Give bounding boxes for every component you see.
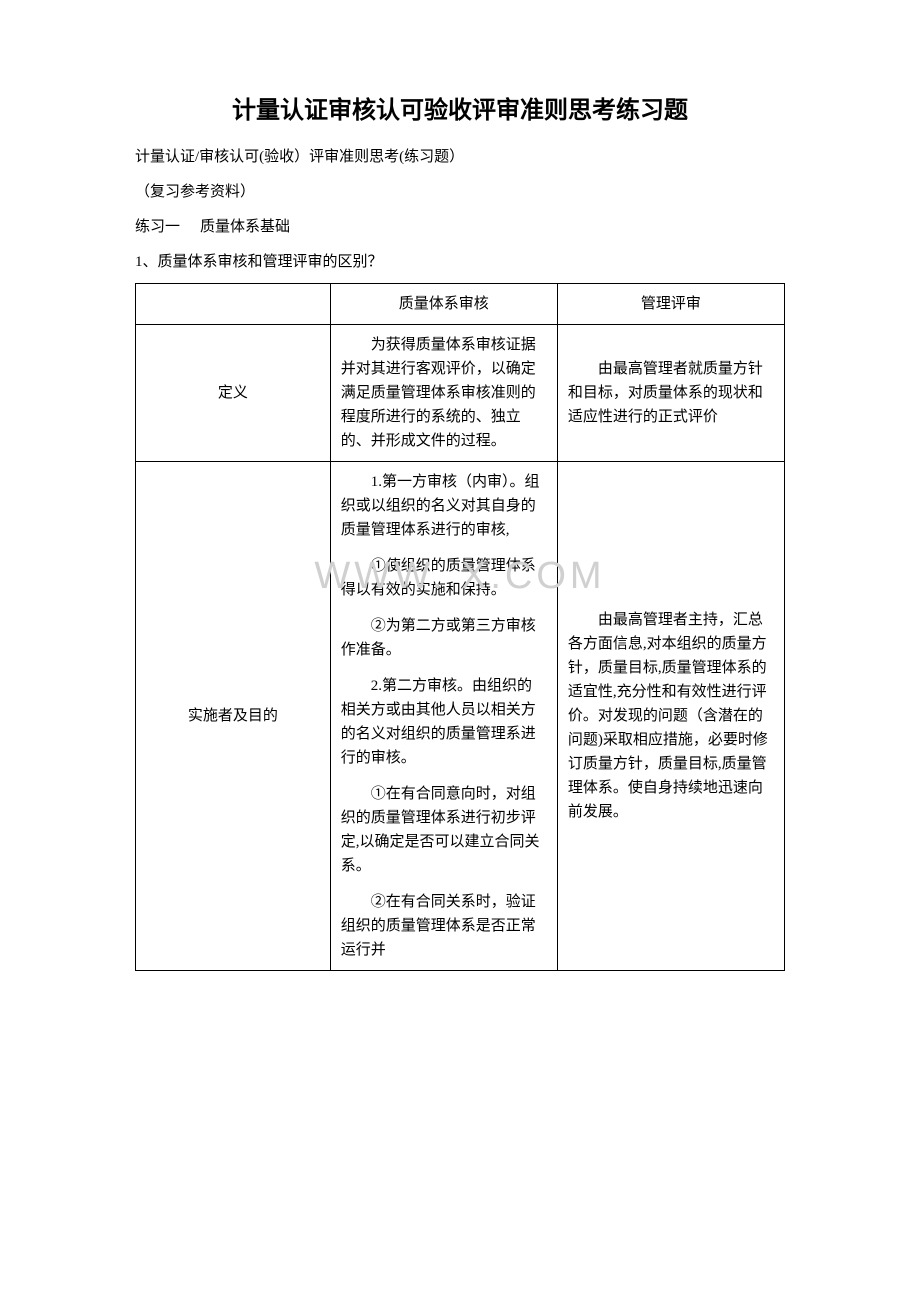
definition-review-text: 由最高管理者就质量方针和目标，对质量体系的现状和适应性进行的正式评价 <box>568 357 774 429</box>
exercise-name: 质量体系基础 <box>200 219 290 235</box>
implementer-audit-p2: ①使组织的质量管理体系得以有效的实施和保持。 <box>341 554 547 602</box>
table-container: WWW. X.COM 质量体系审核 管理评审 定义 为获得质量体系审核证据并对其… <box>135 283 785 971</box>
header-cell-review: 管理评审 <box>557 284 784 325</box>
comparison-table: 质量体系审核 管理评审 定义 为获得质量体系审核证据并对其进行客观评价，以确定满… <box>135 283 785 971</box>
subtitle-text: 计量认证/审核认可(验收）评审准则思考(练习题） <box>135 145 785 166</box>
reference-text: （复习参考资料） <box>135 180 785 201</box>
header-cell-audit: 质量体系审核 <box>330 284 557 325</box>
implementer-audit-p6: ②在有合同关系时，验证组织的质量管理体系是否正常运行并 <box>341 890 547 962</box>
definition-label: 定义 <box>136 325 331 462</box>
definition-audit: 为获得质量体系审核证据并对其进行客观评价，以确定满足质量管理体系审核准则的程度所… <box>330 325 557 462</box>
implementer-audit-p5: ①在有合同意向时，对组织的质量管理体系进行初步评定,以确定是否可以建立合同关系。 <box>341 782 547 878</box>
header-cell-empty <box>136 284 331 325</box>
implementer-label: 实施者及目的 <box>136 462 331 971</box>
exercise-label: 练习一 <box>135 219 180 235</box>
implementer-audit-p1: 1.第一方审核（内审）。组织或以组织的名义对其自身的质量管理体系进行的审核, <box>341 470 547 542</box>
table-row-definition: 定义 为获得质量体系审核证据并对其进行客观评价，以确定满足质量管理体系审核准则的… <box>136 325 785 462</box>
implementer-audit-p4: 2.第二方审核。由组织的相关方或由其他人员以相关方的名义对组织的质量管理系进行的… <box>341 674 547 770</box>
definition-audit-text: 为获得质量体系审核证据并对其进行客观评价，以确定满足质量管理体系审核准则的程度所… <box>341 333 547 453</box>
definition-review: 由最高管理者就质量方针和目标，对质量体系的现状和适应性进行的正式评价 <box>557 325 784 462</box>
table-header-row: 质量体系审核 管理评审 <box>136 284 785 325</box>
page-title: 计量认证审核认可验收评审准则思考练习题 <box>135 90 785 125</box>
implementer-audit-p3: ②为第二方或第三方审核作准备。 <box>341 614 547 662</box>
implementer-review-text: 由最高管理者主持，汇总各方面信息,对本组织的质量方针，质量目标,质量管理体系的适… <box>568 608 774 824</box>
implementer-review: 由最高管理者主持，汇总各方面信息,对本组织的质量方针，质量目标,质量管理体系的适… <box>557 462 784 971</box>
exercise-heading: 练习一 质量体系基础 <box>135 215 785 236</box>
table-row-implementer: 实施者及目的 1.第一方审核（内审）。组织或以组织的名义对其自身的质量管理体系进… <box>136 462 785 971</box>
implementer-audit: 1.第一方审核（内审）。组织或以组织的名义对其自身的质量管理体系进行的审核, ①… <box>330 462 557 971</box>
question-text: 1、质量体系审核和管理评审的区别？ <box>135 250 785 271</box>
